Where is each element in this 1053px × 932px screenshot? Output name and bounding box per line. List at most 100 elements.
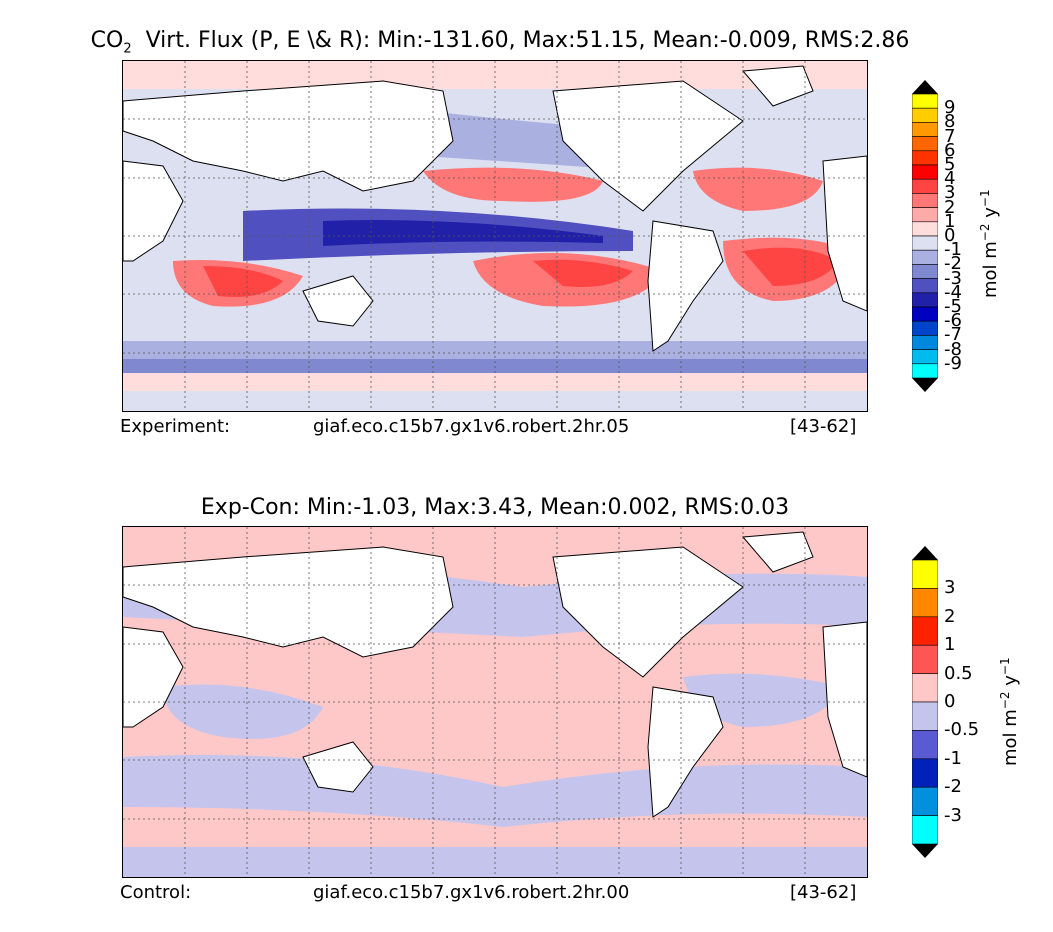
top-caption-left: Experiment:	[120, 416, 231, 437]
bottom-caption-right: [43-62]	[790, 882, 857, 903]
bottom-colorbar-swatch	[911, 644, 939, 674]
bottom-colorbar-swatch	[911, 815, 939, 845]
top-cbar-label-mid: y	[980, 207, 1001, 224]
top-land-eurasia	[123, 80, 454, 192]
top-colorbar-swatch	[911, 93, 939, 109]
bottom-neg-atlantic	[683, 673, 843, 727]
top-colorbar-swatch	[911, 335, 939, 350]
top-title-species: CO	[90, 28, 124, 53]
top-land-namerica	[552, 80, 744, 212]
bottom-colorbar-tick: 0.5	[944, 662, 973, 684]
bottom-colorbar-tick: 2	[944, 605, 956, 627]
top-ind-red-core	[203, 266, 283, 297]
top-npac-red	[423, 167, 603, 202]
top-colorbar	[911, 80, 939, 392]
bottom-colorbar-svg	[911, 546, 939, 858]
top-colorbar-swatch	[911, 249, 939, 265]
bottom-colorbar-tick: 1	[944, 634, 956, 656]
top-colorbar-tick: 0	[944, 225, 956, 246]
bottom-land-namerica	[552, 546, 744, 678]
bottom-cbar-label-exp2: −1	[998, 657, 1012, 676]
bottom-colorbar-label: mol m−2 y−1	[998, 657, 1021, 766]
top-colorbar-tick: -2	[944, 253, 962, 275]
top-colorbar-swatch	[911, 264, 939, 279]
bottom-caption-left: Control:	[120, 882, 192, 903]
bottom-panel-title: Exp-Con: Min:-1.03, Max:3.43, Mean:0.002…	[200, 495, 790, 520]
top-colorbar-tick: 6	[944, 139, 956, 161]
top-colorbar-tick: -3	[944, 267, 962, 289]
top-colorbar-tick: 5	[944, 154, 956, 175]
bottom-colorbar-swatch	[911, 673, 939, 703]
top-colorbar-swatch	[911, 292, 939, 308]
top-colorbar-swatch	[911, 278, 939, 294]
top-colorbar-tick: -5	[944, 296, 962, 317]
top-arctic-band	[123, 61, 867, 89]
bottom-land-eurasia	[123, 546, 454, 658]
top-colorbar-tick: -1	[944, 239, 962, 261]
top-colorbar-swatch	[911, 363, 939, 379]
top-colorbar-tick: 1	[944, 210, 956, 232]
top-colorbar-swatch	[911, 235, 939, 251]
top-colorbar-tick: -9	[944, 352, 962, 374]
top-land-australia	[302, 275, 374, 327]
top-gridlines	[123, 61, 867, 411]
top-colorbar-swatch	[911, 164, 939, 180]
top-map-svg	[123, 61, 867, 411]
top-colorbar-tick: 8	[944, 111, 956, 133]
bottom-colorbar-tick: -3	[944, 804, 962, 826]
bottom-colorbar-up-arrow	[912, 546, 938, 560]
top-colorbar-tick: -8	[944, 338, 962, 360]
top-spac-red-core	[533, 259, 633, 287]
bottom-neg-indian	[163, 684, 323, 739]
top-colorbar-swatch	[911, 306, 939, 322]
bottom-cbar-label-mid: y	[1000, 675, 1021, 692]
top-colorbar-tick: 3	[944, 182, 956, 204]
bottom-cbar-label-unit: mol m	[1000, 709, 1021, 766]
bottom-colorbar-swatch	[911, 758, 939, 788]
top-colorbar-swatch	[911, 320, 939, 336]
top-title-text: Virt. Flux (P, E \& R): Min:-131.60, Max…	[145, 28, 910, 53]
top-satl-red-core	[743, 247, 838, 286]
top-colorbar-tick: -4	[944, 281, 962, 303]
bottom-colorbar-tick: -0.5	[944, 719, 980, 741]
top-eq-blue-deep	[323, 220, 603, 246]
top-colorbar-svg	[911, 80, 939, 392]
bottom-gridlines	[123, 527, 867, 877]
top-caption-center: giaf.eco.c15b7.gx1v6.robert.2hr.05	[313, 416, 630, 437]
bottom-colorbar-down-arrow	[912, 844, 938, 858]
top-panel-title: CO2 Virt. Flux (P, E \& R): Min:-131.60,…	[0, 28, 1000, 56]
bottom-colorbar-swatch	[911, 730, 939, 760]
top-colorbar-tick: -6	[944, 310, 962, 332]
bottom-colorbar-swatch	[911, 588, 939, 618]
bottom-land-greenland	[741, 531, 814, 573]
top-land-africa-east	[822, 155, 867, 312]
top-cbar-label-exp2: −1	[978, 189, 992, 208]
bottom-colorbar-swatch	[911, 701, 939, 731]
bottom-map-svg	[123, 527, 867, 877]
top-colorbar-swatch	[911, 221, 939, 237]
bottom-cbar-label-exp1: −2	[998, 691, 1012, 710]
bottom-colorbar-tick: -2	[944, 776, 962, 798]
top-colorbar-swatch	[911, 207, 939, 223]
top-colorbar-label: mol m−2 y−1	[978, 189, 1001, 298]
top-colorbar-tick: -7	[944, 324, 962, 346]
top-colorbar-tick: 4	[944, 168, 956, 190]
top-cbar-label-exp1: −2	[978, 223, 992, 242]
bottom-map	[122, 526, 868, 878]
bottom-land-africa-east	[822, 621, 867, 778]
bottom-land-australia	[302, 741, 374, 793]
bottom-colorbar-swatches	[911, 559, 939, 845]
top-so-band1	[123, 341, 867, 359]
bottom-colorbar-tick: -1	[944, 747, 962, 769]
bottom-colorbar-tick: 0	[944, 691, 956, 712]
bottom-caption-center: giaf.eco.c15b7.gx1v6.robert.2hr.00	[313, 882, 630, 903]
top-colorbar-up-arrow	[912, 80, 938, 94]
top-caption-right: [43-62]	[790, 416, 857, 437]
bottom-colorbar-swatch	[911, 616, 939, 646]
top-title-species-sub: 2	[123, 41, 132, 57]
top-colorbar-swatch	[911, 122, 939, 137]
top-colorbar-tick: 2	[944, 196, 956, 218]
bottom-colorbar-swatch	[911, 786, 939, 816]
bottom-colorbar-swatch	[911, 559, 939, 589]
top-colorbar-swatch	[911, 107, 939, 123]
